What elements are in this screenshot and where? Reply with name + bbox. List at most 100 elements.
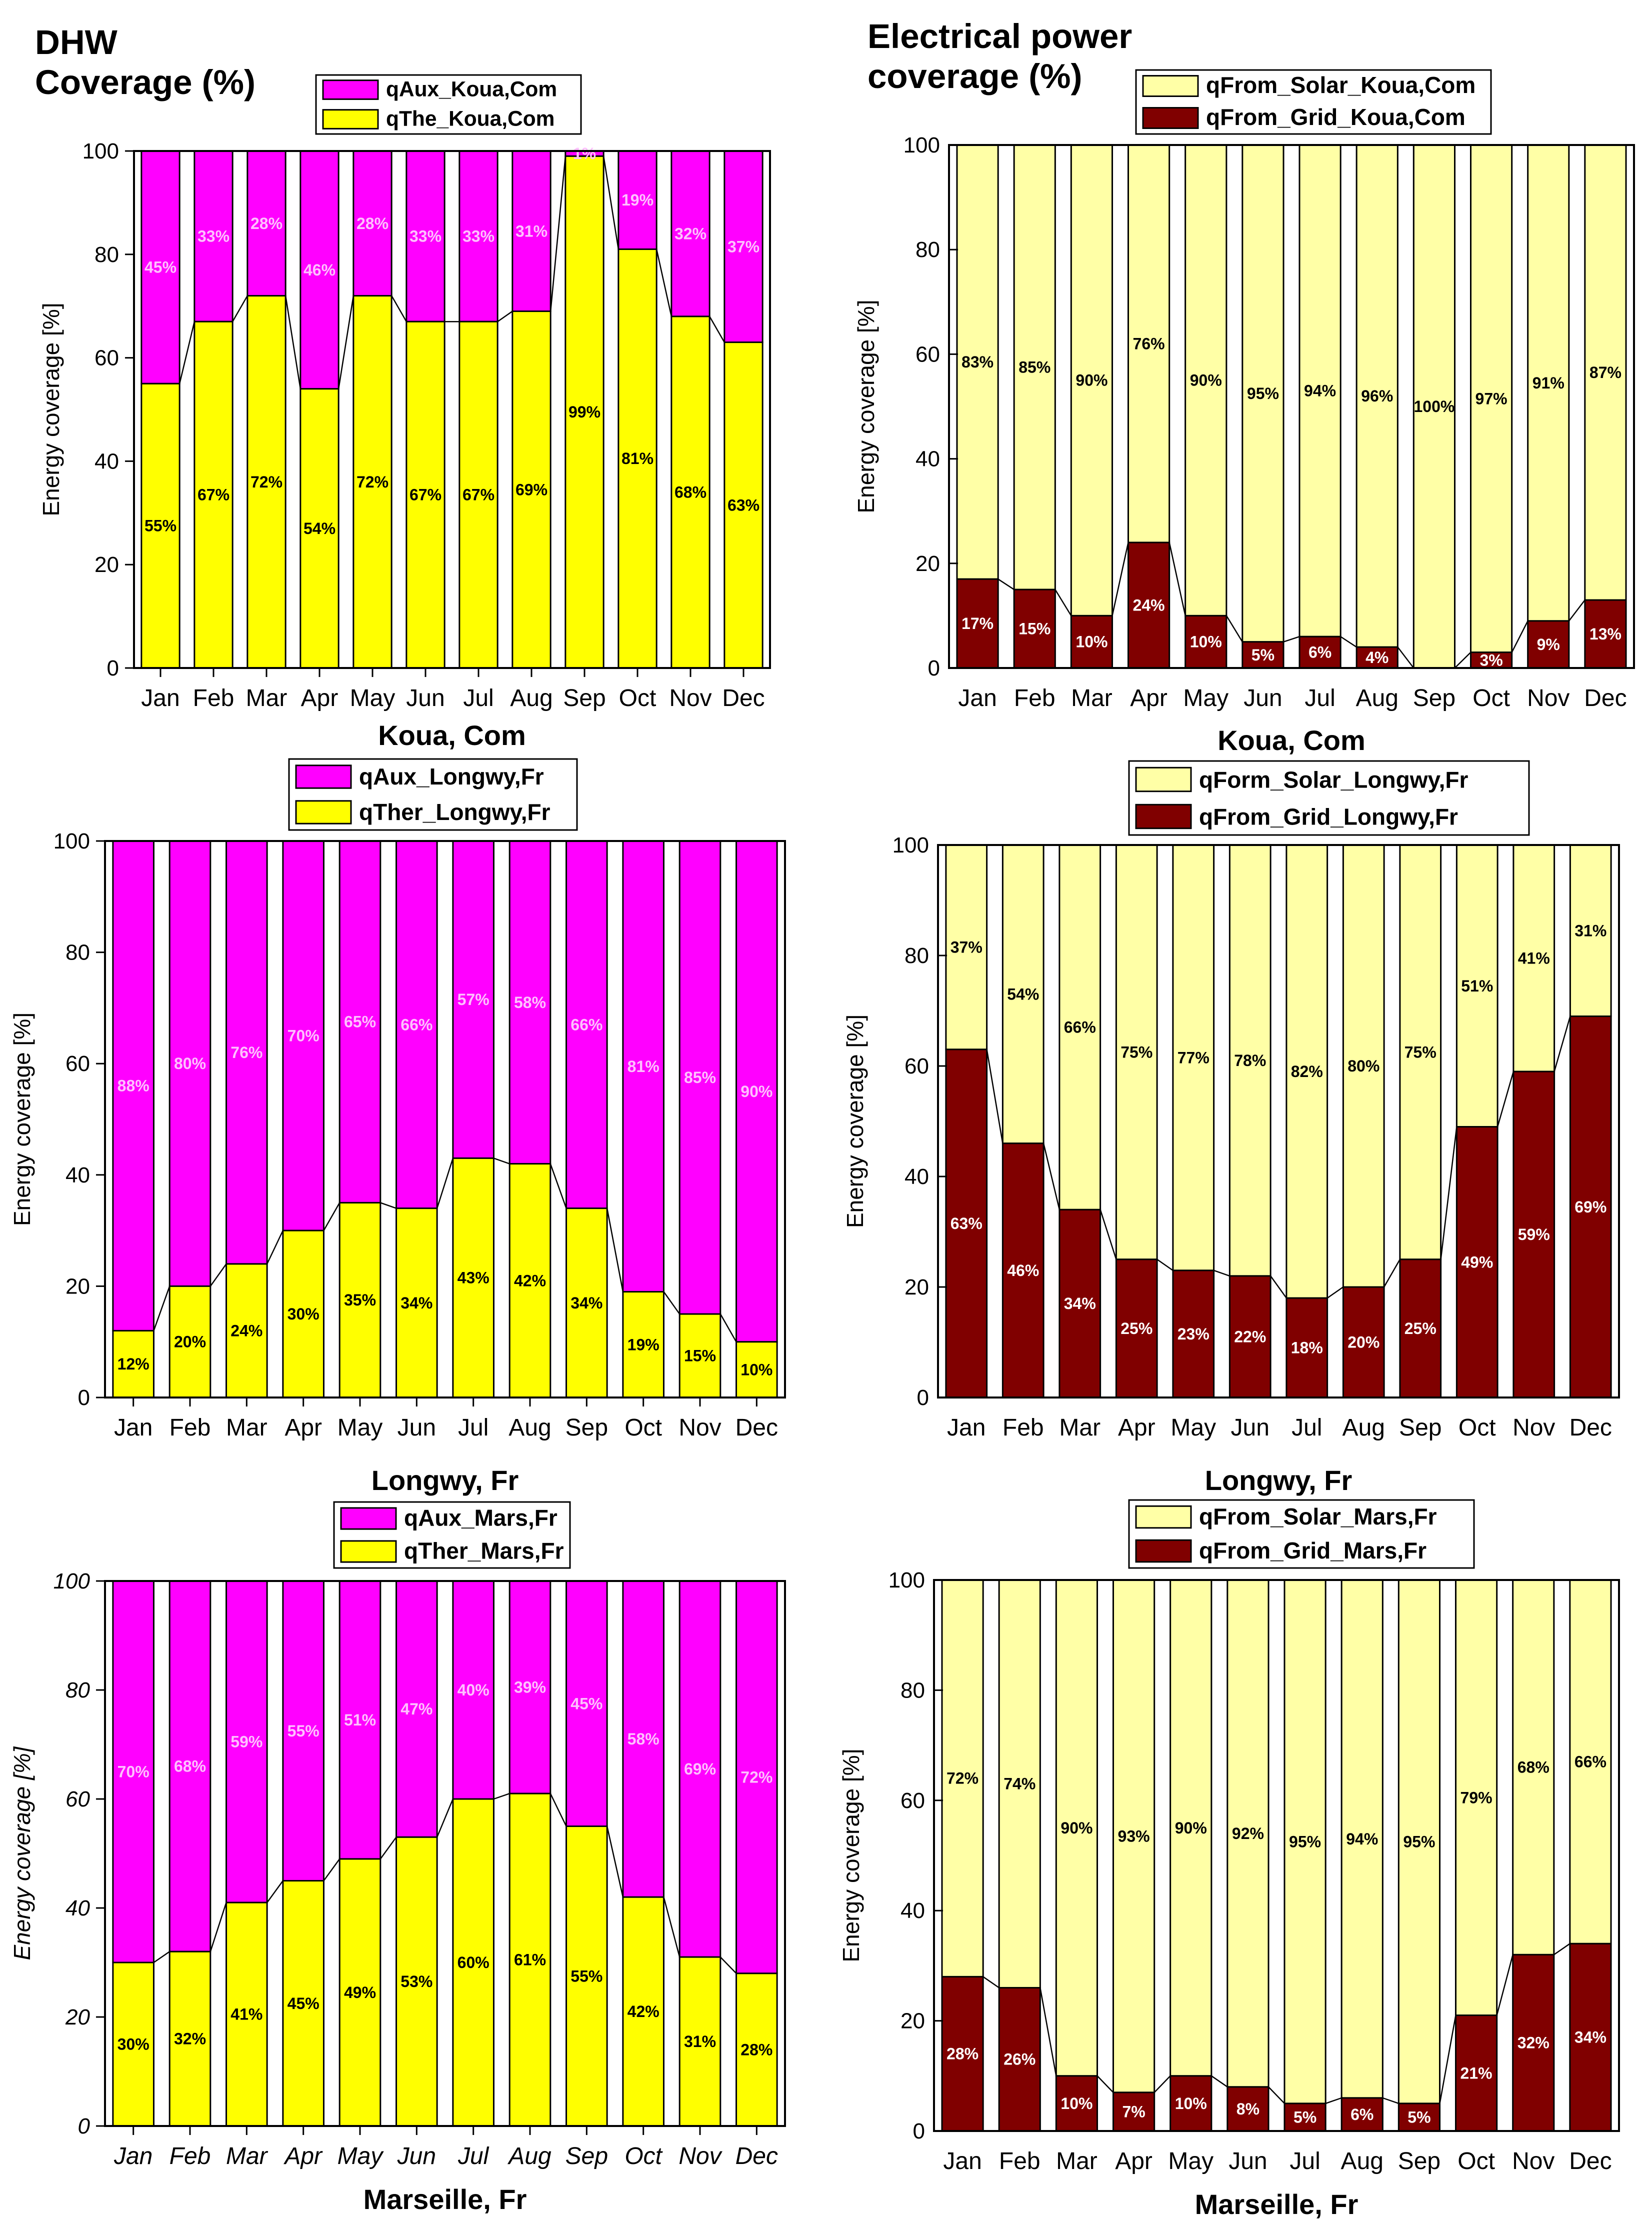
y-tick-label: 20 (94, 552, 119, 577)
upper-value-label: 68% (174, 1758, 206, 1776)
lower-value-label: 23% (1178, 1325, 1210, 1343)
x-tick-label: Aug (1341, 2148, 1384, 2174)
upper-value-label: 78% (1234, 1052, 1266, 1070)
x-tick-label: Jan (114, 2143, 152, 2170)
bar-lower-jul (452, 1798, 494, 2127)
upper-value-label: 82% (1291, 1062, 1323, 1080)
bar-lower-feb (998, 1986, 1041, 2132)
x-tick-label: Jul (463, 685, 494, 712)
connector-line (1496, 1954, 1514, 2016)
legend-swatch (295, 800, 352, 824)
connector-line (1384, 1259, 1400, 1288)
lower-value-label: 22% (1234, 1328, 1266, 1346)
upper-value-label: 47% (400, 1700, 432, 1718)
bar-upper-nov (1527, 144, 1570, 622)
bar-lower-jan (956, 578, 999, 669)
legend-entry: qFrom_Solar_Mars,Fr (1199, 1504, 1437, 1530)
lower-value-label: 28% (946, 2045, 978, 2063)
upper-value-label: 41% (1518, 950, 1550, 968)
x-tick-label: Nov (678, 1414, 721, 1441)
bar-lower-aug (508, 1163, 552, 1398)
upper-value-label: 45% (570, 1694, 602, 1712)
y-tick-label: 60 (66, 1787, 90, 1812)
y-tick-label: 80 (916, 238, 940, 262)
chart-panel-3: 88% 12% 80% 20% 76% 24% 70% 30% 65% 35% 66% 34% 57% 4… (9, 758, 786, 1496)
upper-value-label: 58% (514, 994, 546, 1012)
bar-upper-apr (300, 150, 340, 390)
bar-lower-jun (1226, 2086, 1270, 2132)
upper-value-label: 90% (1076, 372, 1108, 390)
upper-value-label: 72% (740, 1768, 772, 1786)
upper-value-label: 40% (458, 1681, 490, 1699)
legend-swatch (340, 1540, 397, 1563)
upper-value-label: 93% (1118, 1827, 1150, 1845)
x-tick-label: Sep (563, 685, 606, 712)
legend-swatch (1135, 766, 1192, 792)
connector-line (494, 1158, 510, 1164)
connector-line (1270, 1276, 1287, 1298)
bar-upper-sep (1398, 1579, 1441, 2104)
upper-value-label: 58% (628, 1730, 660, 1748)
bar-lower-jul (458, 320, 498, 669)
lower-value-label: 5% (1408, 2108, 1430, 2126)
bar-lower-oct (1456, 1126, 1498, 1398)
lower-value-label: 24% (230, 1322, 262, 1340)
bar-lower-aug (1342, 1286, 1385, 1398)
x-tick-label: Mar (1059, 1414, 1100, 1441)
y-axis-title: Energy coverage [%] (9, 1012, 35, 1226)
x-tick-label: Jul (458, 2143, 490, 2170)
x-tick-label: Dec (722, 685, 764, 712)
y-tick-label: 80 (66, 940, 90, 965)
bar-upper-feb (168, 840, 212, 1287)
connector-line (1226, 615, 1243, 642)
legend-entry: qTher_Longwy,Fr (359, 799, 550, 825)
y-tick-label: 0 (78, 1386, 90, 1410)
bar-upper-jun (396, 1580, 438, 1838)
connector-line (1211, 2075, 1228, 2088)
connector-line (153, 1286, 170, 1331)
lower-value-label: 13% (1590, 625, 1622, 643)
x-axis-title: Longwy, Fr (1205, 1464, 1352, 1496)
lower-value-label: 20% (174, 1333, 206, 1351)
lower-value-label: 67% (198, 486, 230, 504)
connector-line (497, 310, 513, 322)
x-tick-label: Nov (1527, 685, 1570, 712)
chart-panel-1: 45% 55% 33% 67% 28% 72% 46% 54% 28% 72% 33% 67% 33% 6… (38, 74, 771, 751)
x-tick-label: Jan (958, 685, 996, 712)
dhw-coverage-heading: DHW Coverage (%) (35, 23, 256, 102)
bar-lower-dec (736, 1972, 778, 2127)
x-tick-label: Nov (678, 2143, 722, 2170)
bar-upper-jun (1242, 144, 1284, 643)
connector-line (436, 1158, 454, 1208)
lower-value-label: 34% (1574, 2028, 1606, 2046)
y-tick-label: 60 (94, 346, 119, 370)
x-tick-label: Jun (1231, 1414, 1270, 1441)
upper-value-label: 75% (1404, 1043, 1436, 1061)
connector-line (494, 1792, 510, 1800)
bar-lower-apr (300, 388, 340, 669)
bar-lower-apr (1127, 542, 1170, 669)
connector-line (550, 156, 566, 312)
bar-lower-mar (226, 1263, 268, 1398)
x-tick-label: May (338, 2143, 384, 2170)
x-tick-label: Dec (1584, 685, 1626, 712)
upper-value-label: 92% (1232, 1824, 1264, 1842)
plot-frame (133, 150, 771, 669)
bar-upper-dec (1569, 1579, 1612, 1944)
lower-value-label: 49% (1461, 1253, 1493, 1271)
bar-lower-jan (140, 382, 180, 669)
upper-value-label: 66% (1574, 1753, 1606, 1771)
bar-lower-feb (1013, 588, 1056, 669)
upper-value-label: 95% (1247, 384, 1279, 402)
connector-line (1554, 1016, 1571, 1072)
legend-entry: qFrom_Solar_Koua,Com (1206, 72, 1476, 98)
x-tick-label: Oct (1472, 685, 1510, 712)
bar-lower-nov (670, 316, 710, 669)
connector-line (1397, 646, 1414, 668)
bar-upper-jan (945, 844, 988, 1050)
x-tick-label: Jul (1290, 2148, 1320, 2174)
upper-value-label: 80% (174, 1054, 206, 1072)
bar-lower-jan (941, 1976, 984, 2132)
plot-frame (933, 1579, 1620, 2132)
x-tick-label: Apr (283, 2143, 323, 2170)
